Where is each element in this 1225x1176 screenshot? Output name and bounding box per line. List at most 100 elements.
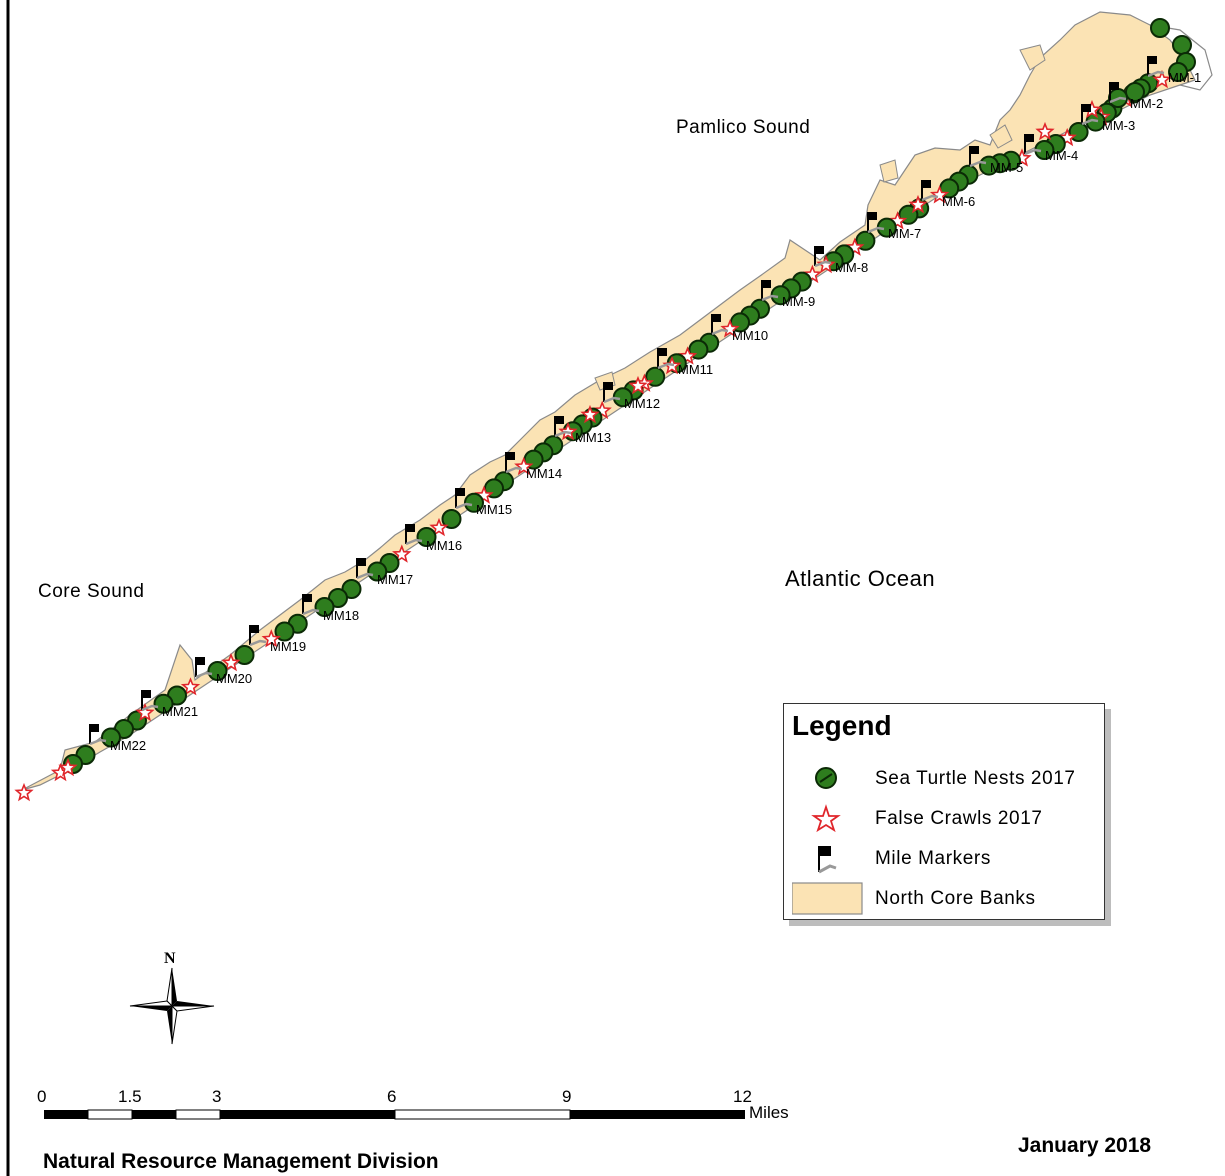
false-crawl-marker <box>1035 121 1055 141</box>
mile-marker-label: MM-7 <box>888 226 922 241</box>
legend-item-crawls: False Crawls 2017 <box>784 802 1104 836</box>
mile-marker-flag <box>1024 134 1042 156</box>
map-markers-layer <box>14 18 1196 802</box>
false-crawl-marker <box>1057 127 1077 147</box>
nest-marker <box>464 492 484 513</box>
false-crawl-marker <box>628 375 648 395</box>
false-crawl-marker <box>929 185 950 204</box>
mile-marker-label: MM13 <box>575 430 612 445</box>
north-arrow-label: N <box>164 950 176 967</box>
mile-marker-label: MM-5 <box>990 160 1024 175</box>
mile-marker-flag <box>302 594 320 616</box>
mile-marker-flag <box>405 524 423 546</box>
mile-marker-flag <box>867 212 885 234</box>
mile-marker-flag <box>195 657 213 679</box>
nest-marker <box>1168 62 1188 82</box>
nest-marker <box>207 661 228 681</box>
false-crawl-marker <box>580 404 600 424</box>
false-crawl-marker <box>908 194 928 214</box>
island-marsh-c <box>879 159 899 183</box>
flag-icon <box>818 846 837 874</box>
legend-item-nests: Sea Turtle Nests 2017 <box>784 762 1104 796</box>
island-north-hook <box>1149 24 1213 91</box>
false-crawl-marker <box>802 264 823 284</box>
scale-unit: Miles <box>749 1103 789 1122</box>
island-marsh-b <box>989 124 1013 149</box>
mile-marker-label: MM11 <box>678 362 714 377</box>
legend-item-north-core-banks: North Core Banks <box>784 882 1104 916</box>
nest-marker <box>328 588 348 608</box>
mile-marker-flag <box>455 488 473 510</box>
mile-marker-label: MM18 <box>323 608 360 623</box>
nest-icon <box>815 767 837 789</box>
nest-marker <box>101 727 121 748</box>
false-crawl-marker <box>392 544 412 563</box>
nest-marker <box>153 693 174 714</box>
false-crawl-marker <box>816 254 836 274</box>
mile-marker-flag <box>1081 104 1099 126</box>
legend-title: Legend <box>792 710 892 741</box>
false-crawl-marker <box>1152 69 1172 89</box>
mile-marker-flag <box>814 246 832 268</box>
scale-bar <box>44 1109 745 1120</box>
false-crawl-marker <box>677 346 698 365</box>
false-crawl-marker <box>135 702 155 722</box>
division-name: Natural Resource Management Division <box>43 1150 439 1173</box>
pamlico-sound-label: Pamlico Sound <box>676 117 811 138</box>
nest-marker <box>274 621 295 642</box>
false-crawl-marker <box>845 237 865 256</box>
legend-label-nests: Sea Turtle Nests 2017 <box>875 768 1076 789</box>
scale-tick-1-5: 1.5 <box>118 1087 142 1106</box>
false-crawl-marker <box>429 517 449 537</box>
scale-tick-0: 0 <box>37 1087 47 1106</box>
legend-label-north-core-banks: North Core Banks <box>875 888 1036 909</box>
core-sound-label: Core Sound <box>38 581 145 602</box>
mile-marker-flag <box>554 416 572 438</box>
map-legend: Legend Sea Turtle Nests 2017 False Crawl… <box>783 703 1105 920</box>
mile-marker-label: MM21 <box>162 704 199 719</box>
scale-tick-9: 9 <box>562 1087 572 1106</box>
mile-marker-label: MM16 <box>426 538 463 553</box>
nest-marker <box>979 155 999 176</box>
mile-marker-flag <box>657 348 675 370</box>
nest-marker <box>1172 35 1192 55</box>
star-icon <box>811 804 841 833</box>
mile-marker-flag <box>711 314 729 336</box>
mile-marker-label: MM-1 <box>1168 70 1202 85</box>
scale-tick-6: 6 <box>387 1087 397 1106</box>
mile-marker-label: MM-8 <box>835 260 869 275</box>
nest-marker <box>234 645 255 665</box>
nest-marker <box>1150 18 1170 38</box>
false-crawl-marker <box>261 629 281 648</box>
mile-marker-label: MM-3 <box>1102 118 1136 133</box>
mile-marker-label: MM-9 <box>782 294 816 309</box>
nest-marker <box>416 527 437 547</box>
mile-marker-label: MM12 <box>624 396 661 411</box>
mile-marker-flag <box>141 690 159 712</box>
mile-marker-flag <box>356 558 374 580</box>
mile-marker-label: MM19 <box>270 639 307 654</box>
false-crawl-marker <box>514 456 534 476</box>
mile-marker-label: MM-6 <box>942 194 976 209</box>
mile-marker-label: MM17 <box>377 572 414 587</box>
land-swatch <box>792 882 863 915</box>
mile-marker-flag <box>1109 82 1127 104</box>
atlantic-ocean-label: Atlantic Ocean <box>785 566 936 591</box>
map-date: January 2018 <box>1018 1134 1152 1157</box>
north-arrow-icon <box>129 967 215 1045</box>
legend-label-crawls: False Crawls 2017 <box>875 808 1043 829</box>
mile-marker-flag <box>249 625 267 647</box>
false-crawl-marker <box>720 319 740 338</box>
mile-marker-flag <box>921 180 939 202</box>
legend-label-mile-markers: Mile Markers <box>875 848 991 869</box>
false-crawl-marker <box>14 782 34 802</box>
island-marsh-a <box>1019 44 1046 71</box>
mile-marker-flag <box>89 724 107 746</box>
mile-marker-flag <box>969 146 987 168</box>
mile-marker-label: MM20 <box>216 671 253 686</box>
mile-marker-flag <box>1147 56 1165 78</box>
mile-marker-flag <box>505 452 523 474</box>
mile-marker-label: MM22 <box>110 738 147 753</box>
